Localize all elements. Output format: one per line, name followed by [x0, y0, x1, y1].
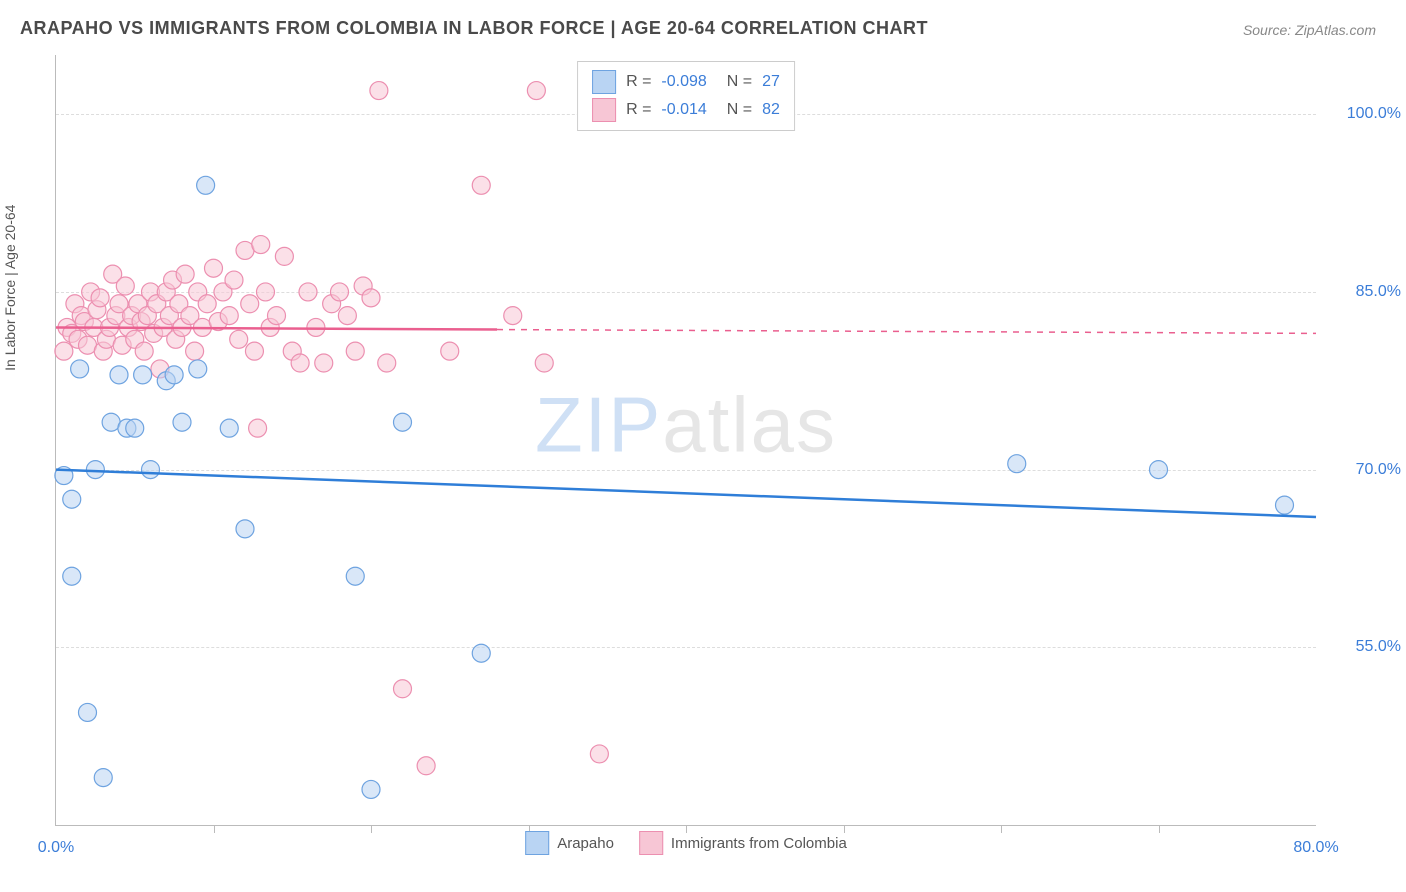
scatter-point-arapaho	[472, 644, 490, 662]
trend-line-dashed-colombia	[497, 330, 1316, 334]
x-tick-label-end: 80.0%	[1293, 839, 1338, 857]
scatter-point-colombia	[55, 342, 73, 360]
y-tick-label: 70.0%	[1326, 461, 1401, 479]
scatter-point-colombia	[220, 307, 238, 325]
scatter-point-colombia	[176, 265, 194, 283]
scatter-point-colombia	[230, 330, 248, 348]
scatter-point-arapaho	[165, 366, 183, 384]
scatter-point-colombia	[590, 745, 608, 763]
n-value-colombia: 82	[762, 101, 780, 119]
scatter-point-arapaho	[63, 490, 81, 508]
x-tick	[371, 825, 372, 833]
scatter-point-arapaho	[79, 703, 97, 721]
scatter-point-colombia	[241, 295, 259, 313]
scatter-point-arapaho	[94, 769, 112, 787]
scatter-point-colombia	[252, 236, 270, 254]
scatter-point-colombia	[535, 354, 553, 372]
x-tick	[214, 825, 215, 833]
scatter-point-colombia	[315, 354, 333, 372]
scatter-point-arapaho	[197, 176, 215, 194]
scatter-point-arapaho	[394, 413, 412, 431]
scatter-point-colombia	[370, 82, 388, 100]
scatter-point-colombia	[346, 342, 364, 360]
scatter-point-arapaho	[63, 567, 81, 585]
y-tick-label: 55.0%	[1326, 638, 1401, 656]
scatter-point-colombia	[245, 342, 263, 360]
correlation-legend: R = -0.098 N = 27 R = -0.014 N = 82	[577, 61, 795, 131]
scatter-point-colombia	[472, 176, 490, 194]
scatter-point-arapaho	[110, 366, 128, 384]
legend-label-arapaho: Arapaho	[557, 835, 614, 852]
scatter-point-colombia	[275, 247, 293, 265]
x-tick-label-start: 0.0%	[38, 839, 74, 857]
scatter-point-colombia	[338, 307, 356, 325]
scatter-point-colombia	[378, 354, 396, 372]
scatter-point-arapaho	[220, 419, 238, 437]
scatter-point-arapaho	[189, 360, 207, 378]
scatter-point-colombia	[417, 757, 435, 775]
n-label: N =	[727, 101, 752, 119]
scatter-point-colombia	[225, 271, 243, 289]
legend-swatch-colombia	[639, 831, 663, 855]
scatter-point-colombia	[527, 82, 545, 100]
trend-line-arapaho	[56, 470, 1316, 517]
y-tick-label: 100.0%	[1326, 105, 1401, 123]
r-value-arapaho: -0.098	[661, 73, 706, 91]
scatter-point-colombia	[441, 342, 459, 360]
n-label: N =	[727, 73, 752, 91]
scatter-point-colombia	[394, 680, 412, 698]
scatter-point-colombia	[198, 295, 216, 313]
legend-row-colombia: R = -0.014 N = 82	[592, 96, 780, 124]
legend-item-colombia: Immigrants from Colombia	[639, 831, 847, 855]
legend-swatch-colombia	[592, 98, 616, 122]
scatter-point-arapaho	[173, 413, 191, 431]
source-attribution: Source: ZipAtlas.com	[1243, 22, 1376, 38]
series-legend: Arapaho Immigrants from Colombia	[525, 831, 847, 855]
scatter-point-colombia	[249, 419, 267, 437]
scatter-point-colombia	[116, 277, 134, 295]
chart-title: ARAPAHO VS IMMIGRANTS FROM COLOMBIA IN L…	[20, 18, 928, 39]
r-label: R =	[626, 101, 651, 119]
r-label: R =	[626, 73, 651, 91]
scatter-point-colombia	[186, 342, 204, 360]
plot-area: ZIPatlas 55.0%70.0%85.0%100.0% 0.0%80.0%…	[55, 55, 1316, 826]
scatter-point-colombia	[135, 342, 153, 360]
scatter-point-colombia	[91, 289, 109, 307]
legend-row-arapaho: R = -0.098 N = 27	[592, 68, 780, 96]
r-value-colombia: -0.014	[661, 101, 706, 119]
scatter-point-colombia	[268, 307, 286, 325]
y-tick-label: 85.0%	[1326, 283, 1401, 301]
n-value-arapaho: 27	[762, 73, 780, 91]
y-axis-label: In Labor Force | Age 20-64	[2, 205, 18, 371]
scatter-point-arapaho	[1150, 461, 1168, 479]
scatter-point-colombia	[362, 289, 380, 307]
legend-label-colombia: Immigrants from Colombia	[671, 835, 847, 852]
legend-swatch-arapaho	[592, 70, 616, 94]
scatter-point-colombia	[299, 283, 317, 301]
scatter-point-arapaho	[126, 419, 144, 437]
scatter-point-arapaho	[346, 567, 364, 585]
legend-item-arapaho: Arapaho	[525, 831, 614, 855]
x-tick	[1159, 825, 1160, 833]
scatter-point-colombia	[205, 259, 223, 277]
scatter-point-colombia	[256, 283, 274, 301]
scatter-point-colombia	[504, 307, 522, 325]
scatter-point-arapaho	[1008, 455, 1026, 473]
scatter-point-colombia	[331, 283, 349, 301]
scatter-point-colombia	[291, 354, 309, 372]
scatter-point-arapaho	[236, 520, 254, 538]
scatter-point-arapaho	[71, 360, 89, 378]
scatter-point-arapaho	[134, 366, 152, 384]
scatter-point-arapaho	[362, 780, 380, 798]
legend-swatch-arapaho	[525, 831, 549, 855]
scatter-point-arapaho	[142, 461, 160, 479]
x-tick	[1001, 825, 1002, 833]
scatter-svg	[56, 55, 1316, 825]
scatter-point-arapaho	[1276, 496, 1294, 514]
